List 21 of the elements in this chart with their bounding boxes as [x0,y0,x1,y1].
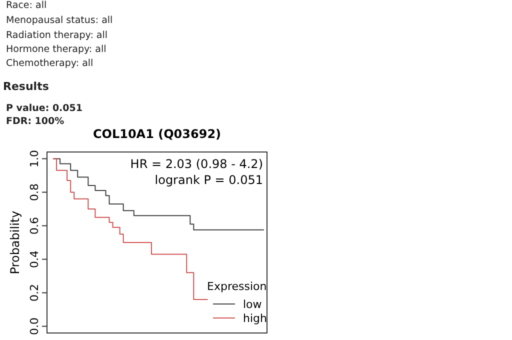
text: Results [3,80,50,93]
text: Radiation therapy: all [6,30,108,41]
y-axis-title: Probability [8,210,22,274]
text: Menopausal status: all [6,15,113,26]
y-tick-label: 0.0 [28,318,41,336]
y-tick-label: 1.0 [28,150,41,168]
text: FDR: 100% [6,116,65,127]
text: Chemotherapy: all [6,58,94,69]
legend-label: low [243,298,262,311]
legend-label: high [243,312,268,325]
legend-title: Expression [207,280,267,293]
annotation: logrank P = 0.051 [154,173,263,187]
y-tick-label: 0.8 [28,183,41,201]
annotation: HR = 2.03 (0.98 - 4.2) [130,157,263,171]
y-tick-label: 0.4 [28,250,41,268]
text: Race: all [6,0,47,11]
text: Hormone therapy: all [6,44,106,55]
text: P value: 0.051 [6,103,82,114]
chart-title: COL10A1 (Q03692) [92,127,222,141]
y-tick-label: 0.6 [28,216,41,234]
y-tick-label: 0.2 [28,284,41,302]
